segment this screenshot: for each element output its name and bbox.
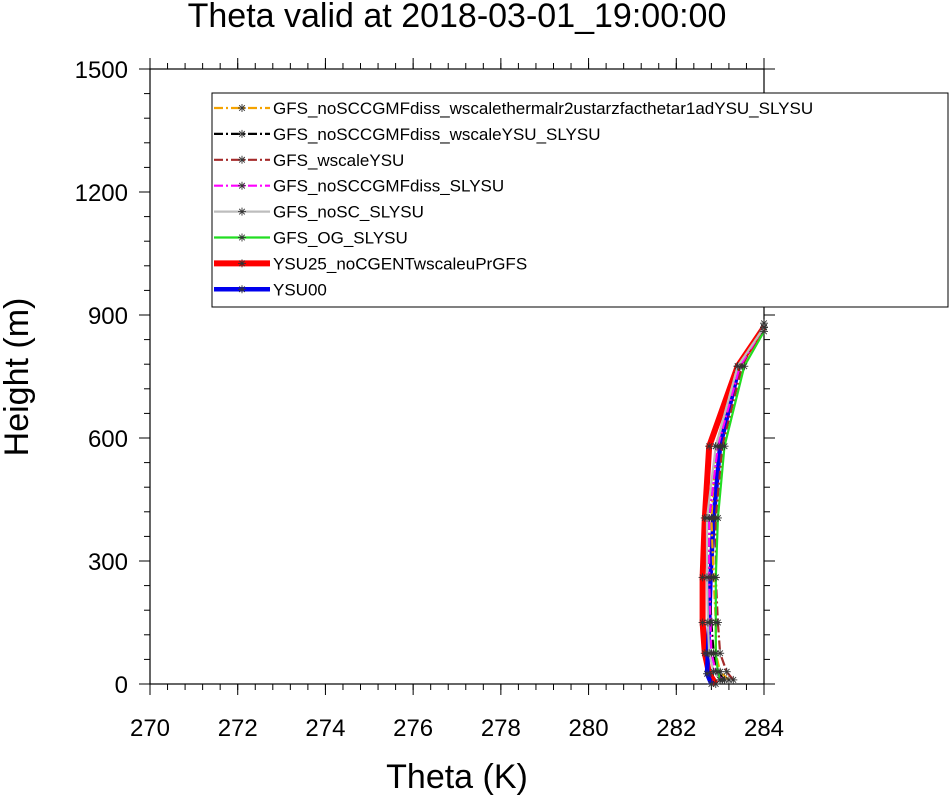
x-tick-label: 278 — [481, 715, 521, 742]
legend-entry: GFS_OG_SLYSU — [214, 229, 408, 248]
x-tick-label: 284 — [744, 715, 784, 742]
legend: GFS_noSCCGMFdiss_wscalethermalr2ustarzfa… — [211, 92, 949, 308]
legend-entry: GFS_wscaleYSU — [214, 151, 404, 170]
legend-entry: GFS_noSC_SLYSU — [214, 203, 424, 222]
series-point — [711, 618, 720, 627]
legend-label: GFS_OG_SLYSU — [273, 229, 408, 248]
y-tick-label: 1200 — [75, 180, 128, 207]
x-axis-label: Theta (K) — [386, 758, 528, 796]
legend-label: GFS_noSCCGMFdiss_SLYSU — [273, 177, 504, 196]
legend-entry: YSU00 — [214, 280, 327, 299]
y-tick-label: 900 — [88, 303, 128, 330]
series-point — [711, 573, 720, 582]
legend-box — [211, 92, 949, 308]
series-point — [698, 573, 707, 582]
legend-label: YSU00 — [273, 280, 327, 299]
series-point — [720, 442, 729, 451]
legend-label: YSU25_noCGENTwscaleuPrGFS — [273, 254, 527, 273]
series-point — [711, 649, 720, 658]
legend-marker — [238, 155, 246, 164]
series-point — [707, 680, 716, 688]
x-tick-label: 282 — [656, 715, 696, 742]
series-point — [702, 669, 711, 678]
legend-label: GFS_wscaleYSU — [273, 151, 404, 170]
legend-entry: YSU25_noCGENTwscaleuPrGFS — [214, 254, 527, 273]
series-point — [711, 442, 720, 451]
y-tick-label: 300 — [88, 549, 128, 576]
series-point — [713, 667, 722, 676]
y-axis-label: Height (m) — [0, 298, 36, 457]
x-tick-label: 270 — [130, 715, 170, 742]
legend-marker — [238, 259, 246, 268]
series-6 — [711, 327, 768, 684]
legend-label: GFS_noSCCGMFdiss_wscaleYSU_SLYSU — [273, 125, 601, 144]
x-tick-label: 276 — [393, 715, 433, 742]
x-tick-label: 274 — [305, 715, 345, 742]
y-tick-label: 1500 — [75, 57, 128, 84]
legend-marker — [238, 129, 246, 138]
series-point — [713, 513, 722, 522]
legend-label: GFS_noSCCGMFdiss_wscalethermalr2ustarzfa… — [273, 99, 813, 118]
y-tick-label: 600 — [88, 426, 128, 453]
legend-entry: GFS_noSCCGMFdiss_wscalethermalr2ustarzfa… — [214, 99, 813, 118]
series-point — [703, 618, 712, 627]
series-point — [722, 667, 731, 676]
series-line — [714, 322, 765, 681]
x-tick-label: 272 — [218, 715, 258, 742]
series-point — [702, 513, 711, 522]
plot-frame — [149, 68, 765, 685]
series-point — [740, 362, 749, 371]
series-point — [702, 573, 711, 582]
legend-marker — [238, 207, 246, 216]
series-point — [729, 675, 738, 684]
series-layer — [698, 319, 768, 688]
legend-marker — [238, 285, 246, 294]
chart-title: Theta valid at 2018-03-01_19:00:00 — [188, 0, 727, 35]
series-point — [716, 675, 725, 684]
legend-entry: GFS_noSCCGMFdiss_SLYSU — [214, 177, 504, 196]
series-line — [714, 330, 765, 681]
legend-label: GFS_noSC_SLYSU — [273, 203, 424, 222]
series-point — [760, 327, 768, 336]
x-tick-label: 280 — [569, 715, 609, 742]
legend-entry: GFS_noSCCGMFdiss_wscaleYSU_SLYSU — [214, 125, 601, 144]
y-tick-label: 0 — [115, 672, 128, 699]
legend-marker — [238, 104, 246, 112]
legend-marker — [238, 233, 246, 242]
legend-marker — [238, 181, 246, 190]
